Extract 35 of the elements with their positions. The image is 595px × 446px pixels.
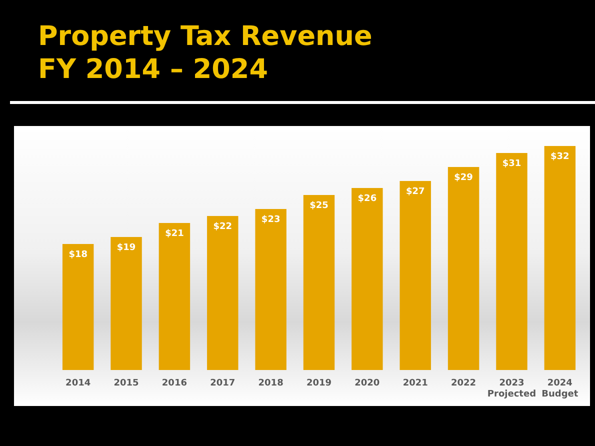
bar: [158, 223, 190, 370]
data-label: $25: [310, 201, 328, 211]
bar: [496, 153, 528, 370]
bar: [62, 244, 94, 370]
bar: [400, 181, 431, 370]
data-label: $27: [406, 187, 425, 197]
x-tick-label: 2023 Projected: [487, 378, 536, 400]
data-label: $23: [261, 215, 280, 225]
x-tick-label: 2019: [306, 378, 332, 388]
bar: [207, 216, 238, 370]
x-tick-label: 2017: [210, 378, 236, 388]
data-label: $29: [454, 173, 473, 183]
x-tick-label: 2018: [258, 378, 284, 388]
x-tick-label: 2022: [451, 378, 476, 388]
bar: [352, 188, 383, 370]
data-label: $26: [358, 194, 377, 204]
x-tick-label: 2024 Budget: [542, 378, 579, 400]
bar: [255, 209, 286, 370]
data-label: $21: [165, 229, 184, 239]
x-tick-label: 2020: [354, 378, 380, 388]
bar: [544, 146, 576, 370]
x-tick-label: 2014: [66, 378, 91, 388]
data-label: $32: [550, 152, 570, 162]
data-label: $18: [68, 250, 88, 260]
data-label: $19: [116, 243, 136, 253]
x-tick-label: 2015: [114, 378, 139, 388]
data-label: $22: [213, 222, 232, 232]
bar: [110, 237, 142, 370]
data-label: $31: [502, 159, 522, 169]
bar: [303, 195, 335, 370]
text: Property Tax Revenue: [38, 21, 372, 52]
text: FY 2014 – 2024: [38, 54, 268, 85]
bar: [448, 167, 480, 370]
x-tick-label: 2016: [162, 378, 187, 388]
x-tick-label: 2021: [402, 378, 428, 388]
